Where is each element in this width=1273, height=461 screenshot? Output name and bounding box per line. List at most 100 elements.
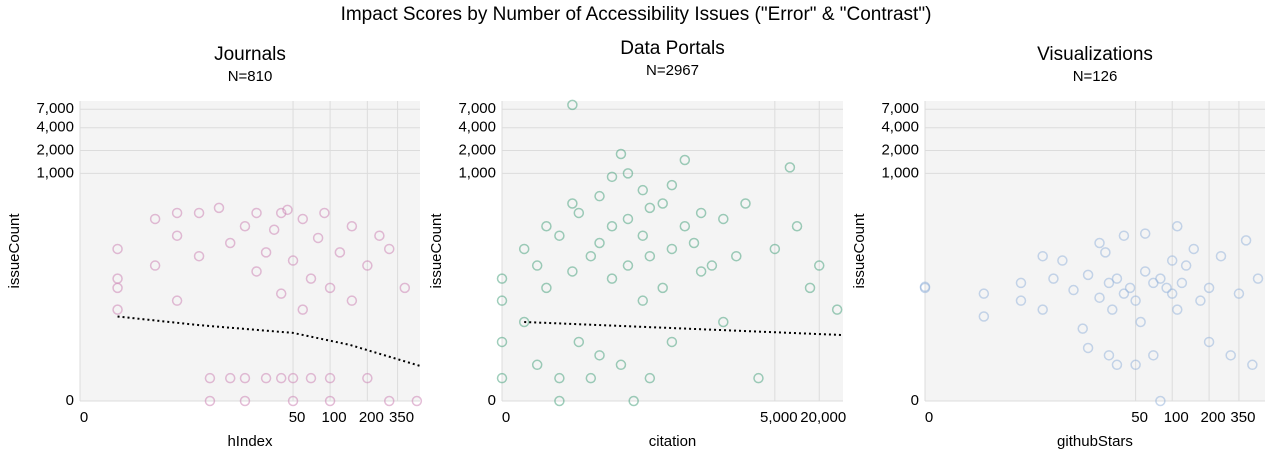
point (644, 250, 656, 262)
point (688, 237, 700, 249)
point (695, 266, 707, 277)
panel-subtitle: N=126 (1073, 68, 1118, 85)
x-axis-label: citation (649, 433, 697, 450)
point (1172, 221, 1183, 232)
point (496, 372, 508, 384)
y-tick-label: 1,000 (881, 164, 919, 181)
y-tick-label: 1,000 (36, 164, 74, 181)
point (1037, 250, 1048, 262)
point (1107, 304, 1118, 315)
y-tick-label: 0 (66, 392, 74, 409)
point (1057, 255, 1068, 266)
point (324, 395, 336, 407)
point (112, 243, 123, 255)
point (1166, 288, 1178, 299)
point (644, 372, 656, 384)
panel-title: Visualizations (1037, 44, 1153, 65)
point (1082, 342, 1094, 354)
point (239, 395, 251, 407)
point (573, 207, 585, 219)
point (1118, 288, 1130, 299)
point (287, 255, 299, 266)
point (324, 282, 336, 294)
point (319, 207, 330, 219)
y-tick-label: 2,000 (458, 142, 496, 159)
point (193, 250, 205, 262)
point (297, 213, 308, 225)
point (1188, 243, 1200, 255)
point (753, 372, 764, 384)
point (1161, 282, 1172, 294)
point (383, 395, 395, 407)
y-tick-label: 7,000 (458, 100, 496, 117)
x-tick-label: 100 (322, 409, 347, 426)
point (644, 202, 656, 214)
point (362, 372, 373, 384)
point (1180, 260, 1192, 271)
panel-subtitle: N=2967 (646, 62, 699, 79)
point (541, 282, 552, 294)
point (171, 295, 183, 306)
y-tick-label: 2,000 (36, 142, 74, 159)
point (1247, 359, 1258, 371)
point (1215, 250, 1227, 262)
point (1037, 304, 1048, 315)
point (496, 336, 508, 348)
y-tick-label: 0 (911, 392, 919, 409)
x-tick-label: 200 (1201, 409, 1226, 426)
trend-line (117, 315, 421, 367)
point (594, 237, 605, 249)
point (287, 372, 299, 384)
point (657, 198, 668, 209)
point (334, 247, 346, 258)
point (518, 316, 530, 328)
point (1176, 277, 1188, 289)
point (1103, 277, 1115, 289)
point (171, 207, 183, 219)
point (813, 260, 825, 271)
point (628, 395, 639, 407)
trend-line (524, 320, 844, 337)
point (282, 204, 293, 216)
point (541, 221, 552, 232)
point (740, 198, 751, 209)
point (260, 372, 272, 384)
point (679, 154, 691, 166)
point (784, 162, 796, 173)
point (275, 207, 287, 219)
x-axis-label: hIndex (227, 433, 273, 450)
point (496, 273, 508, 284)
point (1148, 350, 1159, 361)
point (275, 372, 287, 384)
point (239, 221, 251, 232)
point (804, 282, 816, 294)
point (193, 207, 205, 219)
point (1111, 359, 1123, 371)
point (1155, 395, 1166, 407)
point (606, 171, 618, 183)
y-tick-label: 7,000 (881, 100, 919, 117)
point (1240, 235, 1252, 246)
point (637, 184, 649, 196)
point (239, 372, 251, 384)
point (622, 213, 634, 225)
x-tick-label: 0 (80, 409, 88, 426)
point (1195, 295, 1206, 306)
point (1225, 350, 1236, 361)
point (606, 273, 618, 284)
point (594, 350, 605, 361)
y-axis-label: issueCount (851, 213, 868, 289)
point (374, 230, 385, 241)
point (666, 336, 678, 348)
point (573, 336, 585, 348)
y-tick-label: 1,000 (458, 164, 496, 181)
point (1135, 316, 1146, 328)
point (718, 213, 729, 225)
point (531, 359, 543, 371)
point (287, 395, 299, 407)
point (383, 243, 395, 255)
point (606, 221, 618, 232)
point (149, 260, 161, 271)
plot-area (925, 101, 1265, 401)
point (567, 99, 578, 111)
